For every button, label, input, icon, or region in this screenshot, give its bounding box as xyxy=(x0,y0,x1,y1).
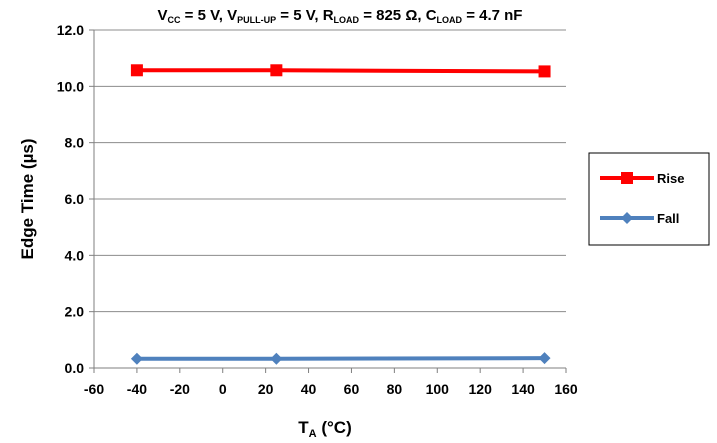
x-axis-label: TA (°C) xyxy=(298,418,351,440)
y-tick-label: 8.0 xyxy=(65,135,85,151)
title-part: = 5 V, xyxy=(181,7,228,24)
x-tick-label: 80 xyxy=(387,381,403,397)
y-axis-label: Edge Time (µs) xyxy=(18,139,37,260)
legend: Rise Fall xyxy=(588,152,710,246)
title-part: C xyxy=(426,7,437,24)
data-point-fall xyxy=(270,352,283,365)
y-tick-label: 0.0 xyxy=(65,360,85,376)
title-part: R xyxy=(323,7,334,24)
legend-marker-rise xyxy=(621,172,633,184)
title-part: PULL-UP xyxy=(237,15,276,25)
data-point-rise xyxy=(130,64,143,77)
legend-marker-fall xyxy=(621,212,633,224)
series-line-fall xyxy=(136,356,545,361)
x-tick-labels: -60 -40 -20 0 20 40 60 80 100 120 140 160 xyxy=(84,381,578,397)
axes xyxy=(89,29,567,373)
legend-box xyxy=(588,152,710,246)
title-part: LOAD xyxy=(437,15,463,25)
title-part: = 825 Ω, xyxy=(359,7,426,24)
x-tick-label: 120 xyxy=(469,381,493,397)
x-tick-label: 160 xyxy=(554,381,578,397)
x-tick-label: -40 xyxy=(127,381,147,397)
title-part: V xyxy=(227,7,237,24)
x-tick-label: 100 xyxy=(426,381,450,397)
x-tick-label: 140 xyxy=(511,381,535,397)
y-tick-labels: 0.0 2.0 4.0 6.0 8.0 10.0 12.0 xyxy=(57,22,84,376)
x-tick-label: -20 xyxy=(170,381,190,397)
y-tick-label: 12.0 xyxy=(57,22,84,38)
data-point-rise xyxy=(538,65,551,78)
x-label-main: T xyxy=(298,418,309,437)
x-label-sub: A xyxy=(309,428,317,440)
data-series xyxy=(130,64,551,365)
y-tick-label: 10.0 xyxy=(57,78,84,94)
gridlines xyxy=(94,29,566,313)
x-tick-label: -60 xyxy=(84,381,104,397)
x-label-unit: (°C) xyxy=(317,418,352,437)
chart-title: VCC = 5 V, VPULL-UP = 5 V, RLOAD = 825 Ω… xyxy=(158,7,523,25)
y-tick-label: 4.0 xyxy=(65,247,85,263)
legend-label-fall: Fall xyxy=(657,211,679,226)
data-point-rise xyxy=(270,64,283,77)
title-part: LOAD xyxy=(334,15,360,25)
x-tick-label: 20 xyxy=(258,381,274,397)
legend-label-rise: Rise xyxy=(657,171,684,186)
title-part: = 4.7 nF xyxy=(462,7,522,24)
x-tick-label: 0 xyxy=(219,381,227,397)
title-part: V xyxy=(158,7,168,24)
y-tick-label: 2.0 xyxy=(65,304,85,320)
y-tick-label: 6.0 xyxy=(65,191,85,207)
series-line-rise xyxy=(136,68,545,74)
data-point-fall xyxy=(538,352,551,365)
title-part: = 5 V, xyxy=(276,7,323,24)
title-part: CC xyxy=(168,15,181,25)
data-point-fall xyxy=(130,352,143,365)
x-tick-label: 60 xyxy=(344,381,360,397)
x-tick-label: 40 xyxy=(301,381,317,397)
